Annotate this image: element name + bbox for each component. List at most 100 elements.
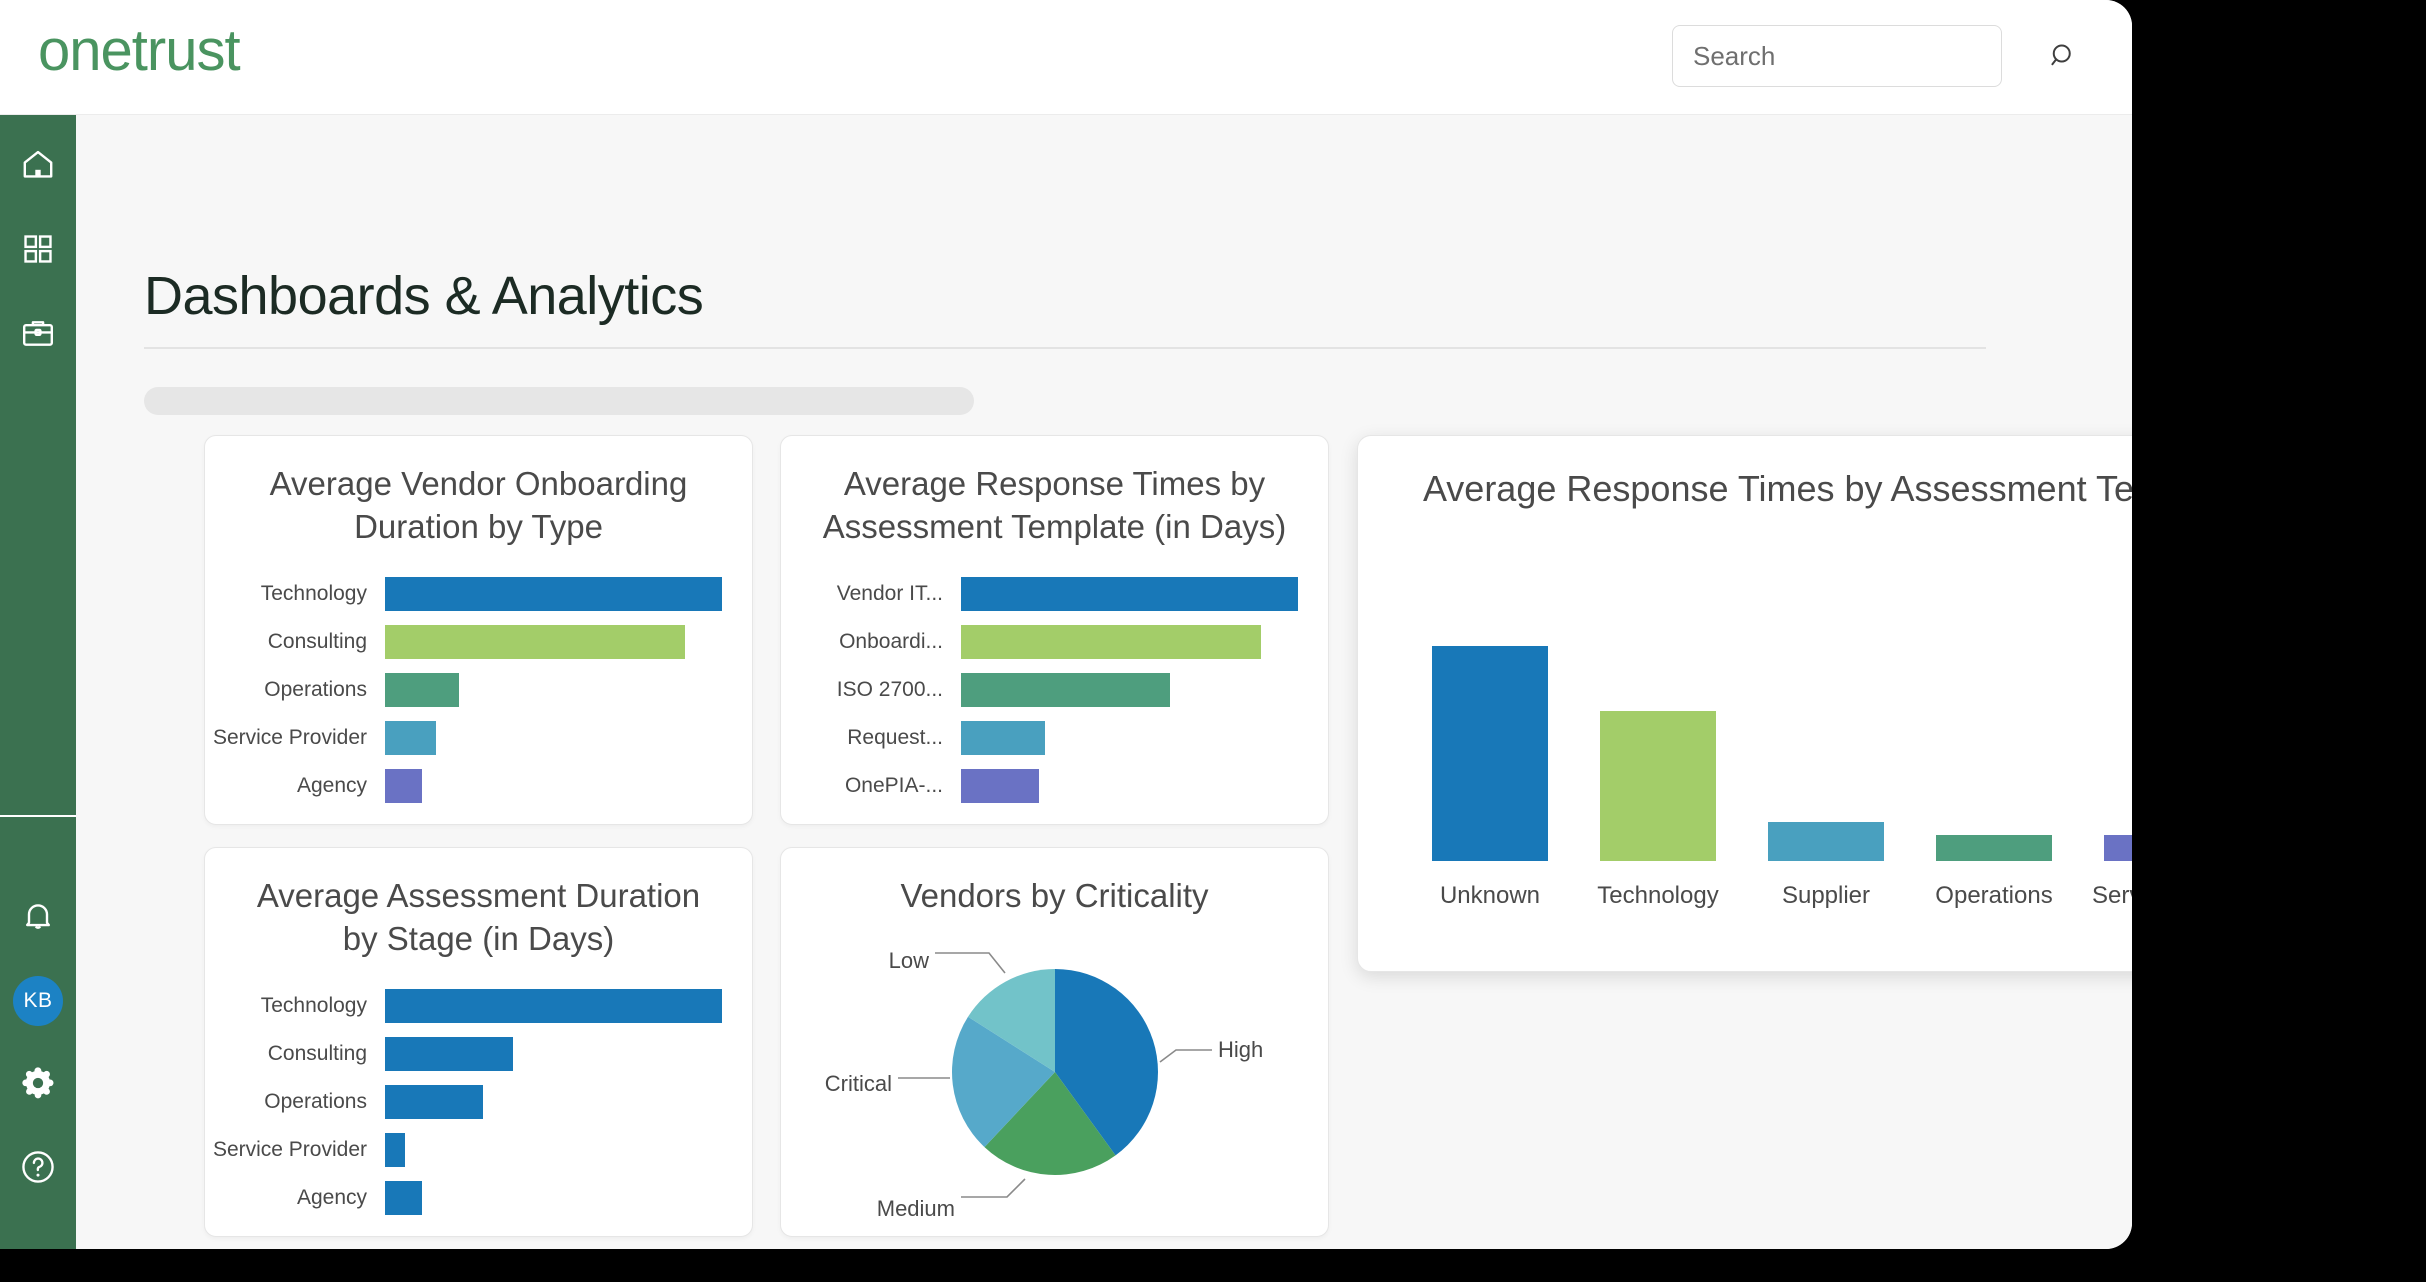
title-divider (144, 347, 1986, 349)
sidebar-top-group (0, 125, 76, 377)
vbar-column (1420, 646, 1560, 861)
card-title: Average Assessment Duration by Stage (in… (256, 877, 701, 957)
card-title: Vendors by Criticality (900, 877, 1209, 914)
pie-slice-label: Low (889, 948, 929, 973)
sidebar-item-avatar[interactable]: KB (0, 959, 76, 1043)
vbar-column (1924, 646, 2064, 861)
hbar-fill[interactable] (385, 577, 722, 611)
card-title: Average Response Times by Assessment Tem… (822, 465, 1287, 545)
hbar-row: Service Provider (205, 714, 722, 762)
hbar-chart-onboarding: Technology Consulting Operations Service Pr… (205, 548, 752, 810)
hbar-row: Request... (781, 714, 1298, 762)
sidebar-item-home[interactable] (0, 125, 76, 209)
pie-leader-line (1159, 1049, 1212, 1063)
vbar-column (1756, 646, 1896, 861)
pie-svg: High Medium Critical Low (825, 948, 1263, 1221)
card-assessment-duration[interactable]: Average Assessment Duration by Stage (in… (204, 847, 753, 1237)
hbar-chart-stage: Technology Consulting Operations Service Pr… (205, 960, 752, 1222)
card-response-times[interactable]: Average Response Times by Assessment Tem… (780, 435, 1329, 825)
help-circle-icon (19, 1148, 57, 1191)
hbar-track (385, 1085, 722, 1119)
pie-slice-label: Critical (825, 1071, 892, 1096)
sidebar-divider (0, 815, 76, 817)
hbar-fill[interactable] (961, 721, 1046, 755)
hbar-track (961, 721, 1298, 755)
pie-chart-vendors-criticality: High Medium Critical Low (781, 944, 1328, 1224)
app-window: onetrust (0, 0, 2132, 1249)
hbar-track (961, 673, 1298, 707)
card-onboarding-duration[interactable]: Average Vendor Onboarding Duration by Ty… (204, 435, 753, 825)
sidebar: KB (0, 115, 76, 1249)
hbar-track (385, 721, 722, 755)
hbar-row: Operations (205, 1078, 722, 1126)
hbar-category-label: Technology (260, 994, 367, 1017)
hbar-row: Consulting (205, 1030, 722, 1078)
hbar-fill[interactable] (385, 1181, 423, 1215)
hbar-track (385, 1133, 722, 1167)
hbar-category-label: ISO 2700... (836, 678, 943, 701)
search-input[interactable] (1673, 40, 2048, 72)
vbar-fill[interactable] (2104, 835, 2132, 861)
hbar-fill[interactable] (385, 769, 423, 803)
hbar-fill[interactable] (961, 769, 1039, 803)
pie-slice[interactable] (952, 1016, 1055, 1148)
pie-slice[interactable] (984, 1072, 1116, 1175)
sidebar-item-settings[interactable] (0, 1043, 76, 1127)
hbar-fill[interactable] (385, 989, 722, 1023)
hbar-fill[interactable] (961, 577, 1298, 611)
grid-apps-icon (21, 232, 55, 271)
card-title: Average Response Times by Assessment Tem… (1422, 468, 2132, 509)
vbar-category-label: Technology (1597, 882, 1719, 909)
home-icon (20, 147, 56, 188)
hbar-track (385, 673, 722, 707)
card-response-times-large[interactable]: Average Response Times by Assessment Tem… (1357, 435, 2132, 972)
hbar-fill[interactable] (385, 673, 460, 707)
vbar-column (2092, 646, 2132, 861)
hbar-row: Technology (205, 982, 722, 1030)
hbar-row: Service Provider (205, 1126, 722, 1174)
hbar-track (385, 989, 722, 1023)
onetrust-logo[interactable]: onetrust (38, 18, 241, 83)
vbar-fill[interactable] (1600, 710, 1716, 861)
hbar-row: Consulting (205, 618, 722, 666)
pie-leader-line (935, 952, 1006, 974)
vbar-fill[interactable] (1768, 822, 1884, 861)
pie-slice[interactable] (1055, 969, 1158, 1156)
hbar-category-label: Operations (264, 1090, 367, 1113)
sidebar-item-applications[interactable] (0, 209, 76, 293)
sidebar-item-help[interactable] (0, 1127, 76, 1211)
hbar-category-label: Operations (264, 678, 367, 701)
sidebar-item-workspace[interactable] (0, 293, 76, 377)
hbar-track (385, 625, 722, 659)
hbar-fill[interactable] (961, 625, 1261, 659)
hbar-fill[interactable] (385, 721, 436, 755)
vbar-category-label: Unknown (1439, 882, 1541, 909)
hbar-fill[interactable] (385, 1133, 406, 1167)
hbar-fill[interactable] (385, 1037, 514, 1071)
hbar-fill[interactable] (385, 625, 685, 659)
briefcase-icon (20, 315, 56, 356)
vbar-column (1588, 646, 1728, 861)
vbar-category-label: Service Provider (2092, 882, 2132, 909)
avatar: KB (13, 976, 63, 1026)
page-title: Dashboards & Analytics (144, 266, 704, 326)
hbar-category-label: Service Provider (212, 1138, 367, 1161)
card-title: Average Vendor Onboarding Duration by Ty… (269, 465, 688, 545)
search-box[interactable] (1672, 25, 2071, 87)
filter-bar-placeholder[interactable] (144, 387, 974, 415)
vbar-fill[interactable] (1936, 835, 2052, 861)
sidebar-item-notifications[interactable] (0, 875, 76, 959)
vbar-fill[interactable] (1432, 646, 1548, 861)
hbar-fill[interactable] (961, 673, 1170, 707)
pie-slice[interactable] (968, 969, 1055, 1072)
gear-icon (18, 1063, 58, 1108)
top-bar: onetrust (0, 0, 2132, 115)
hbar-track (385, 769, 722, 803)
card-vendors-criticality[interactable]: Vendors by Criticality High Medium Critica… (780, 847, 1329, 1237)
hbar-row: OnePIA-... (781, 762, 1298, 810)
hbar-category-label: Consulting (267, 1042, 367, 1065)
hbar-fill[interactable] (385, 1085, 483, 1119)
hbar-track (385, 1181, 722, 1215)
hbar-row: Agency (205, 1174, 722, 1222)
search-icon[interactable] (2048, 41, 2078, 71)
